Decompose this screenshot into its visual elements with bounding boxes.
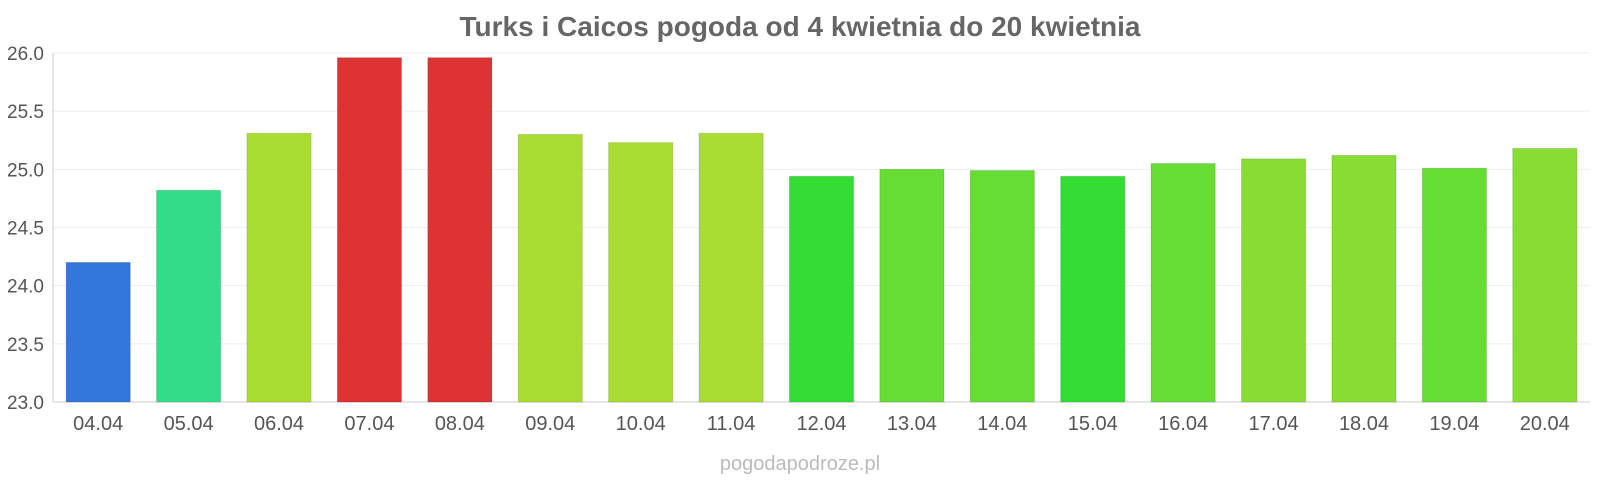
- bar: [1060, 175, 1126, 403]
- x-tick-label: 16.04: [1158, 413, 1208, 435]
- bar: [1512, 147, 1578, 403]
- bar: [1421, 167, 1487, 403]
- x-tick-label: 18.04: [1339, 413, 1389, 435]
- y-tick-label: 23.5: [7, 335, 44, 356]
- bar: [336, 57, 403, 403]
- x-axis: 04.04 05.04 06.04 07.04 08.04 09.04 10.04 11.04…: [73, 413, 1570, 435]
- x-tick-label: 12.04: [796, 413, 846, 435]
- x-tick-label: 10.04: [616, 413, 666, 435]
- x-tick-label: 11.04: [707, 413, 756, 435]
- bar: [427, 57, 493, 403]
- bar: [1240, 158, 1307, 403]
- bar: [156, 189, 222, 403]
- x-tick-label: 14.04: [977, 413, 1027, 435]
- x-tick-label: 08.04: [435, 413, 485, 435]
- x-tick-label: 17.04: [1249, 413, 1299, 435]
- x-tick-label: 09.04: [525, 413, 575, 435]
- x-tick-label: 20.04: [1520, 413, 1570, 435]
- x-tick-label: 13.04: [887, 413, 937, 435]
- x-tick-label: 04.04: [73, 413, 123, 435]
- bar: [517, 133, 583, 403]
- chart-title: Turks i Caicos pogoda od 4 kwietnia do 2…: [460, 11, 1141, 42]
- y-tick-label: 26.0: [7, 44, 44, 65]
- y-tick-label: 24.5: [7, 219, 44, 240]
- bar: [879, 168, 945, 403]
- x-tick-label: 19.04: [1429, 413, 1479, 435]
- bar: [788, 175, 855, 403]
- bar: [969, 169, 1035, 403]
- bar: [608, 142, 674, 403]
- x-tick-label: 06.04: [254, 413, 304, 435]
- x-tick-label: 15.04: [1068, 413, 1118, 435]
- bar: [1150, 163, 1216, 403]
- y-tick-label: 24.0: [7, 277, 44, 298]
- bar: [246, 132, 312, 403]
- bar: [698, 132, 764, 403]
- x-tick-label: 05.04: [164, 413, 214, 435]
- bar: [1331, 154, 1397, 403]
- bar: [65, 261, 131, 403]
- x-tick-label: 07.04: [344, 413, 394, 435]
- watermark: pogodapodroze.pl: [720, 453, 880, 475]
- y-tick-label: 25.0: [7, 160, 44, 181]
- y-tick-label: 23.0: [7, 393, 44, 414]
- y-tick-label: 25.5: [7, 102, 44, 123]
- bars: [65, 57, 1578, 403]
